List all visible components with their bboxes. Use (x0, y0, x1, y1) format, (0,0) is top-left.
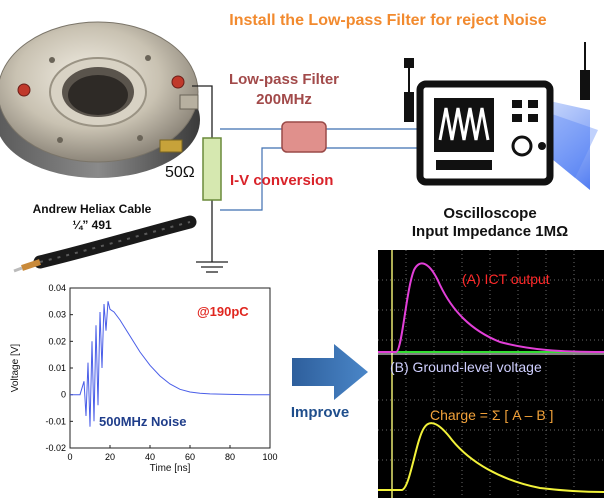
y-axis-label: Voltage [V] (10, 344, 21, 393)
charge-annotation: @190pC (197, 304, 249, 319)
y-tick-label: -0.02 (45, 443, 66, 453)
y-axis-ticks: 0.04 0.03 0.02 0.01 0 -0.01 -0.02 (45, 283, 73, 453)
page-title: Install the Low-pass Filter for reject N… (229, 12, 547, 29)
charge-formula: Charge = Σ [ A – B ] (430, 407, 553, 423)
charge-trace (378, 422, 604, 493)
low-pass-filter-box (281, 121, 327, 153)
heliax-cable-image (13, 215, 197, 273)
iv-conversion-label: I-V conversion (230, 172, 333, 189)
x-tick-label: 100 (262, 452, 277, 462)
filter-label: Low-pass Filter (229, 71, 339, 88)
oscilloscope-icon (404, 42, 598, 190)
scope-grid (378, 250, 604, 498)
cable-size: ¼” 491 (72, 218, 112, 232)
ict-device-image (0, 21, 200, 178)
x-tick-label: 60 (185, 452, 195, 462)
ground-level-label: (B) Ground-level voltage (390, 359, 542, 375)
x-axis-label: Time [ns] (150, 463, 191, 474)
circuit-wires (192, 85, 228, 273)
y-tick-label: 0.04 (48, 283, 66, 293)
x-tick-label: 40 (145, 452, 155, 462)
x-tick-label: 20 (105, 452, 115, 462)
y-tick-label: -0.01 (45, 416, 66, 426)
improve-label: Improve (291, 404, 349, 421)
filter-frequency: 200MHz (256, 91, 312, 108)
cable-name: Andrew Heliax Cable (33, 202, 152, 216)
scope-screen: (A) ICT output (B) Ground-level voltage … (378, 250, 604, 498)
x-tick-label: 80 (225, 452, 235, 462)
y-tick-label: 0.03 (48, 310, 66, 320)
oscilloscope-label: Oscilloscope (443, 205, 536, 222)
resistor-50ohm (202, 137, 222, 201)
y-tick-label: 0.02 (48, 336, 66, 346)
resistor-label: 50Ω (165, 164, 195, 181)
improve-arrow-icon (292, 344, 368, 400)
waveform-chart: 0.04 0.03 0.02 0.01 0 -0.01 -0.02 0 20 40 60 80 100… (10, 283, 278, 474)
ict-output-trace (378, 262, 604, 353)
y-tick-label: 0.01 (48, 363, 66, 373)
ict-output-label: (A) ICT output (462, 271, 550, 287)
noise-annotation: 500MHz Noise (99, 414, 186, 429)
voltage-trace (70, 301, 270, 427)
oscilloscope-impedance: Input Impedance 1MΩ (412, 223, 568, 240)
x-axis-ticks: 0 20 40 60 80 100 (67, 445, 278, 462)
scope-screen-background (378, 250, 604, 498)
x-tick-label: 0 (67, 452, 72, 462)
y-tick-label: 0 (61, 390, 66, 400)
